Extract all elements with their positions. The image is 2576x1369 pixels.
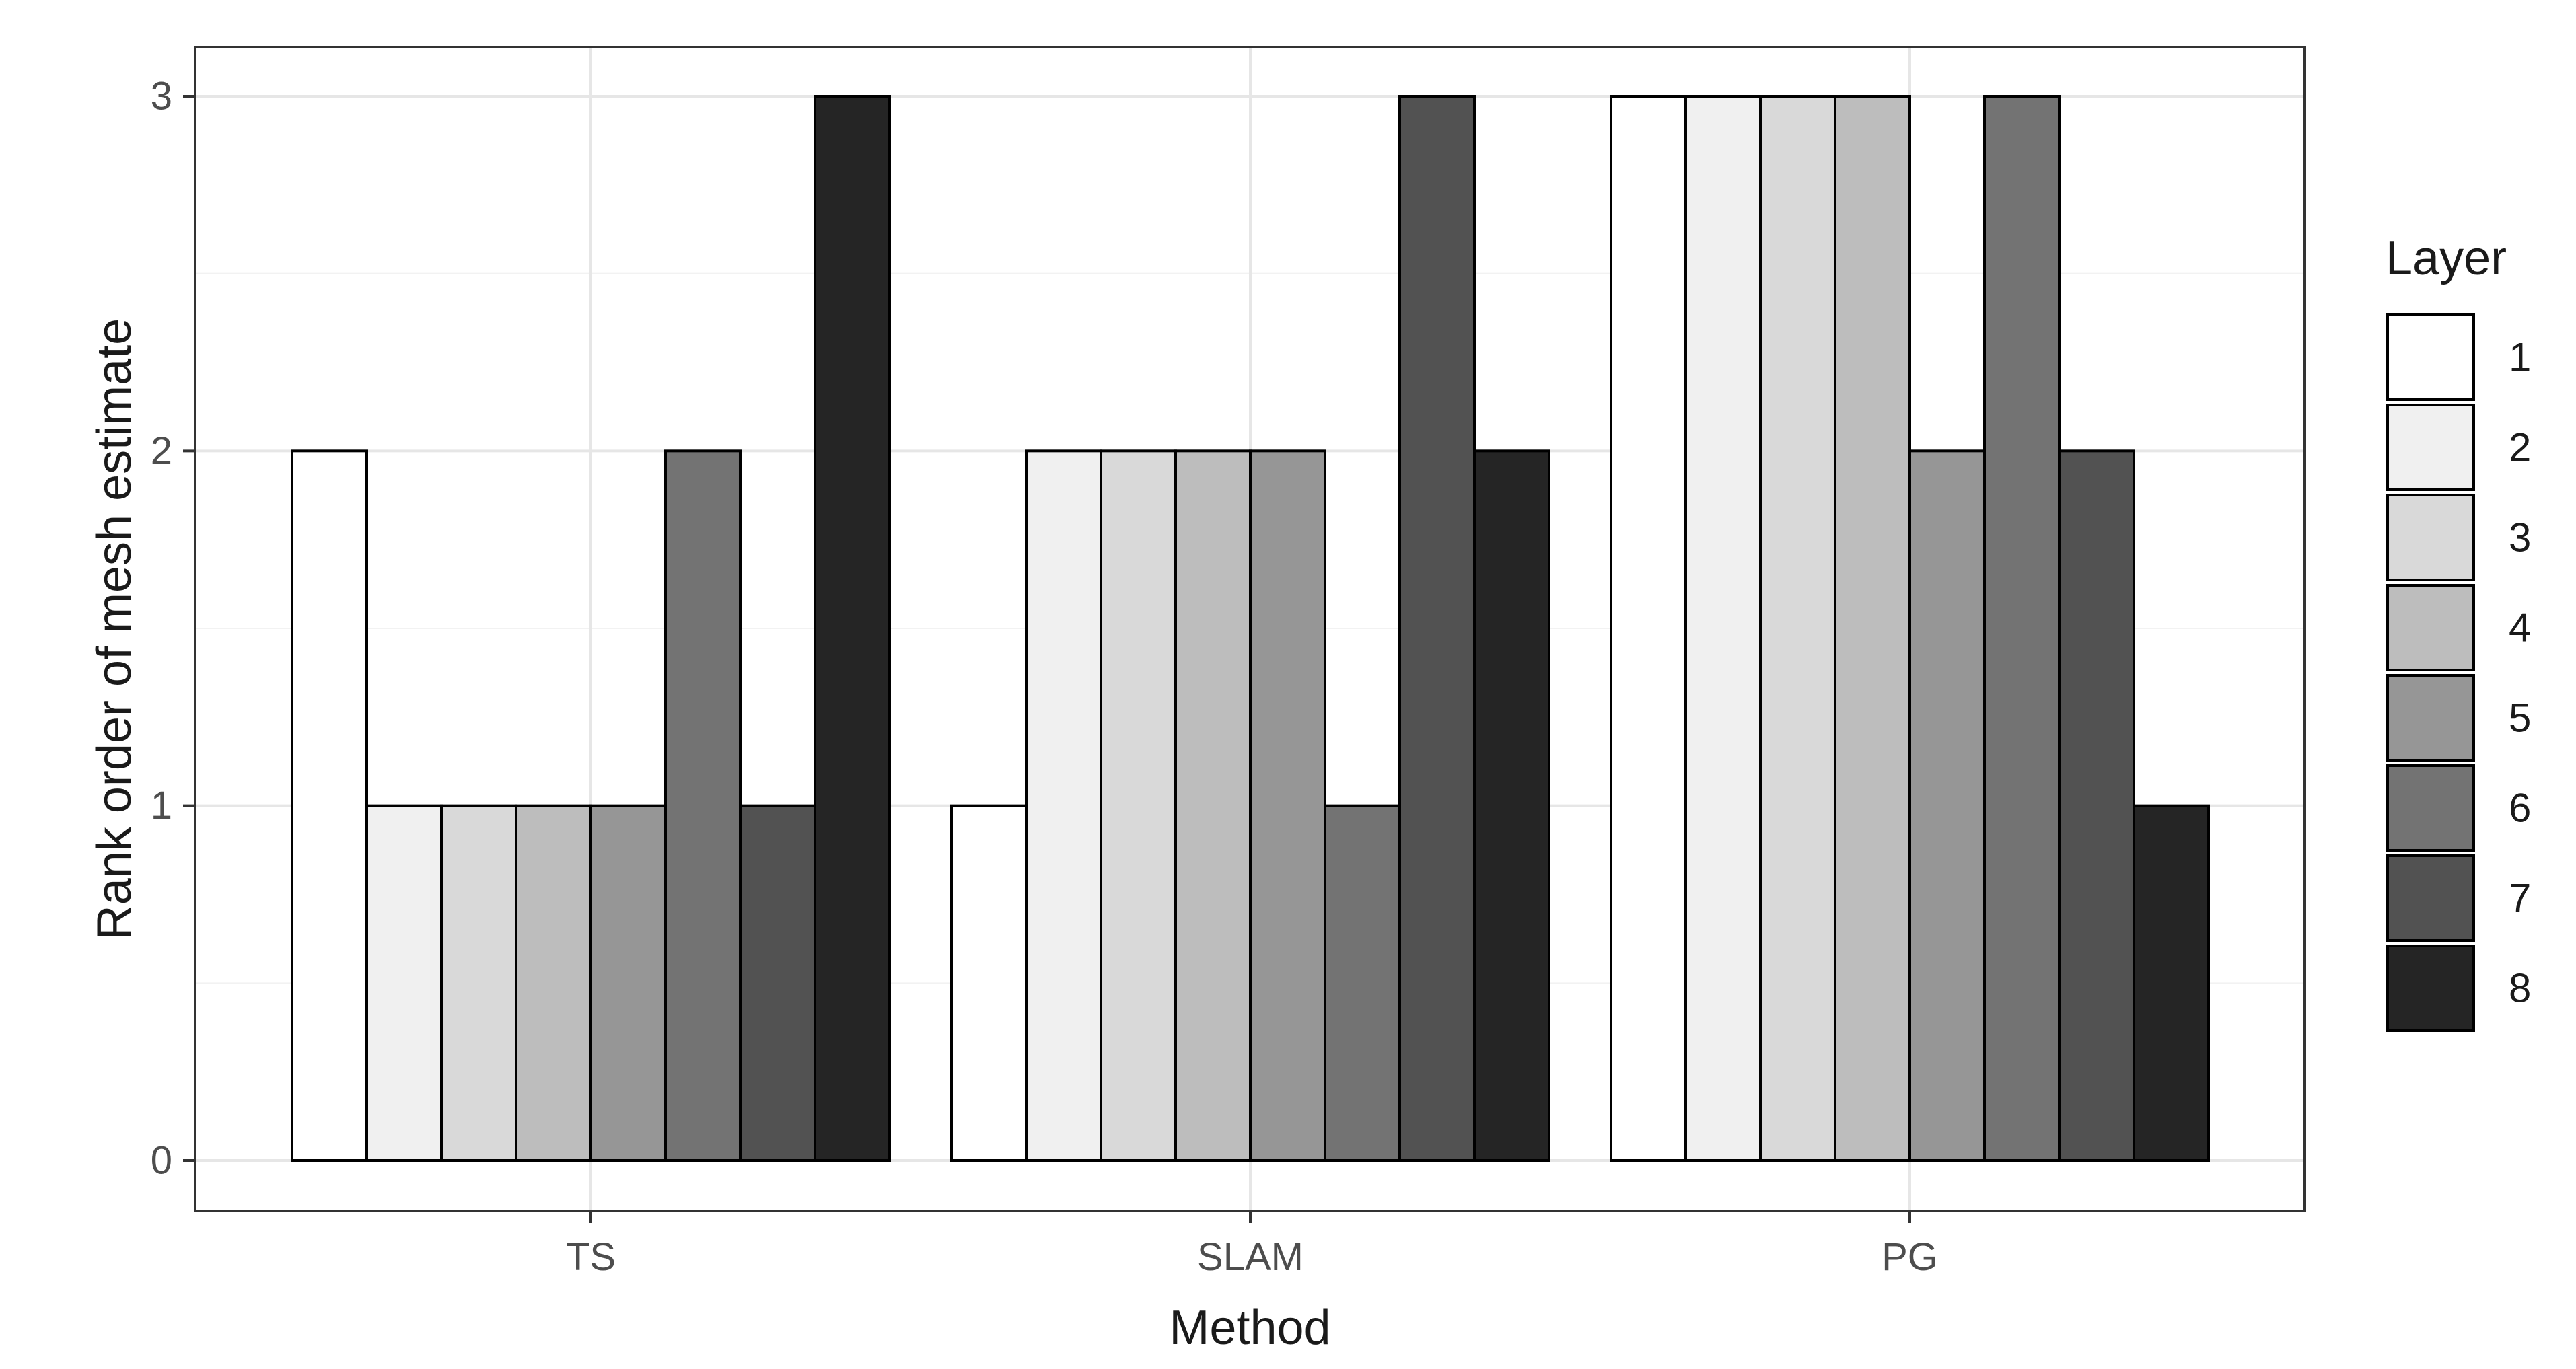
legend-title: Layer [2386,231,2507,285]
y-tick-label: 3 [151,75,172,118]
bar-slam-layer-2 [1025,449,1102,1162]
bar-slam-layer-4 [1174,449,1252,1162]
legend-label-8: 8 [2509,966,2531,1011]
bar-ts-layer-8 [814,95,891,1162]
legend-key-3 [2386,494,2475,581]
x-tick-label: TS [566,1235,616,1279]
legend-key-4 [2386,584,2475,671]
bar-slam-layer-7 [1398,95,1476,1162]
legend-key-1 [2386,313,2475,401]
bar-pg-layer-2 [1684,95,1762,1162]
bar-slam-layer-6 [1324,804,1401,1162]
ticks-layer: 0 1 2 3 TS SLAM PG [151,75,1938,1280]
bar-ts-layer-7 [739,804,816,1162]
bar-pg-layer-7 [2058,449,2135,1162]
bar-ts-layer-1 [291,449,368,1162]
bar-pg-layer-3 [1759,95,1836,1162]
x-tick-label: SLAM [1197,1235,1303,1279]
bar-pg-layer-6 [1983,95,2061,1162]
legend-key-7 [2386,854,2475,942]
bar-pg-layer-5 [1908,449,1986,1162]
legend-key-8 [2386,945,2475,1032]
bar-slam-layer-1 [950,804,1028,1162]
bar-ts-layer-6 [664,449,742,1162]
y-tick-label: 2 [151,429,172,473]
bars-layer [291,95,2210,1162]
bar-ts-layer-4 [515,804,592,1162]
legend-label-6: 6 [2509,786,2531,831]
legend-label-1: 1 [2509,335,2531,380]
legend-label-4: 4 [2509,605,2531,651]
bar-pg-layer-4 [1834,95,1911,1162]
bar-pg-layer-8 [2133,804,2210,1162]
legend-label-7: 7 [2509,876,2531,921]
bar-slam-layer-3 [1100,449,1177,1162]
x-axis-title: Method [1169,1301,1330,1355]
bar-slam-layer-8 [1473,449,1550,1162]
bar-ts-layer-3 [440,804,517,1162]
bar-ts-layer-5 [589,804,667,1162]
bar-pg-layer-1 [1610,95,1687,1162]
y-tick-label: 0 [151,1139,172,1183]
x-tick-label: PG [1882,1235,1938,1279]
legend-key-6 [2386,764,2475,852]
bar-ts-layer-2 [365,804,443,1162]
y-tick-label: 1 [151,784,172,827]
bar-slam-layer-5 [1249,449,1326,1162]
legend-label-3: 3 [2509,515,2531,560]
legend-key-5 [2386,674,2475,762]
legend: Layer 1 2 3 4 5 6 7 8 [2386,231,2531,1032]
legend-key-2 [2386,404,2475,491]
legend-label-5: 5 [2509,696,2531,741]
y-axis-title: Rank order of mesh estimate [87,318,141,940]
legend-label-2: 2 [2509,425,2531,470]
